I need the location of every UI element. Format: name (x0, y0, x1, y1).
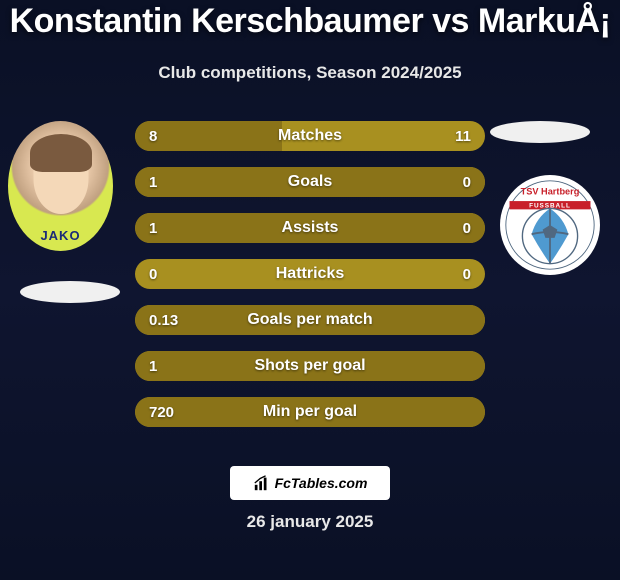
subtitle: Club competitions, Season 2024/2025 (0, 63, 620, 83)
stat-value-left: 8 (149, 121, 157, 151)
player-left-name-pill (20, 281, 120, 303)
stat-row: 1Assists0 (135, 213, 485, 243)
page-title: Konstantin Kerschbaumer vs MarkuÅ¡ (0, 0, 620, 41)
player-left-jersey: JAKO (40, 228, 80, 243)
stat-bar-fill (135, 167, 485, 197)
club-right-logo: TSV Hartberg FUSSBALL (500, 175, 600, 275)
stat-value-right: 0 (463, 259, 471, 289)
stat-bar-fill (135, 397, 485, 427)
stat-value-left: 720 (149, 397, 174, 427)
stat-bar-fill (135, 213, 485, 243)
stat-bar-fill (135, 351, 485, 381)
stat-value-left: 1 (149, 167, 157, 197)
stat-row: 1Shots per goal (135, 351, 485, 381)
stat-value-right: 11 (455, 121, 471, 151)
stat-label: Hattricks (135, 259, 485, 289)
stat-row: 0Hattricks0 (135, 259, 485, 289)
stat-row: 720Min per goal (135, 397, 485, 427)
stat-value-right: 0 (463, 213, 471, 243)
stat-value-left: 1 (149, 213, 157, 243)
club-logo-text-top: TSV Hartberg (521, 187, 580, 197)
branding-badge[interactable]: FcTables.com (230, 466, 390, 500)
stat-row: 8Matches11 (135, 121, 485, 151)
stat-row: 0.13Goals per match (135, 305, 485, 335)
stat-value-left: 1 (149, 351, 157, 381)
chart-icon (253, 474, 271, 492)
player-left-avatar: JAKO (8, 121, 113, 251)
branding-text: FcTables.com (275, 475, 368, 491)
shield-icon: TSV Hartberg FUSSBALL (504, 179, 596, 271)
stat-bar-fill (135, 305, 485, 335)
stat-bars: 8Matches111Goals01Assists00Hattricks00.1… (135, 121, 485, 443)
stat-value-left: 0.13 (149, 305, 178, 335)
comparison-panel: JAKO TSV Hartberg FUSSBALL 8Matches11 1Go… (0, 121, 620, 441)
player-right-name-pill (490, 121, 590, 143)
stat-row: 1Goals0 (135, 167, 485, 197)
stat-value-left: 0 (149, 259, 157, 289)
stat-value-right: 0 (463, 167, 471, 197)
date-label: 26 january 2025 (0, 512, 620, 532)
